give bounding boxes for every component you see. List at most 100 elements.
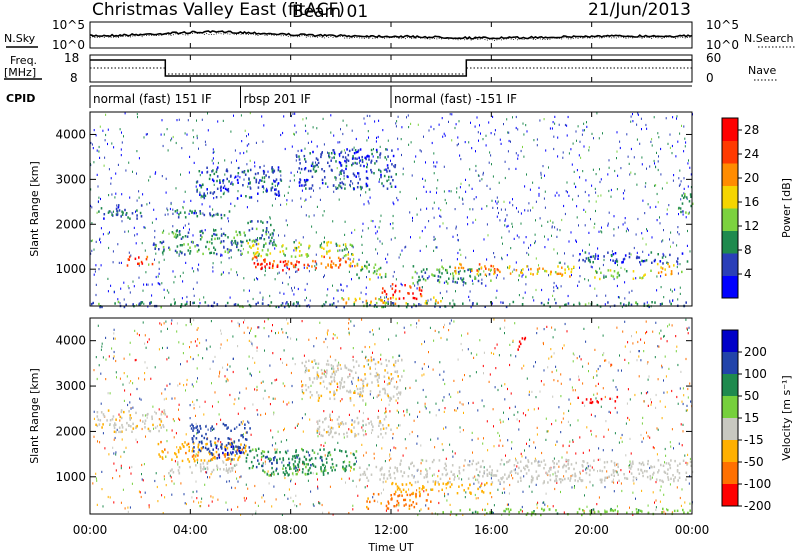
speckle-cell — [460, 342, 462, 346]
scatter-cell — [254, 448, 257, 451]
speckle-cell — [154, 410, 156, 413]
speckle-cell — [417, 435, 419, 438]
speckle-cell — [533, 139, 535, 142]
speckle-cell — [269, 403, 271, 406]
scatter-cell — [144, 422, 146, 425]
scatter-cell — [250, 246, 252, 249]
scatter-cell — [125, 303, 127, 306]
speckle-cell — [301, 189, 303, 192]
scatter-cell — [323, 448, 325, 451]
speckle-cell — [486, 258, 488, 261]
scatter-cell — [162, 245, 165, 249]
speckle-cell — [535, 396, 537, 399]
speckle-cell — [422, 459, 424, 462]
speckle-cell — [361, 235, 363, 238]
speckle-cell — [658, 155, 659, 158]
speckle-cell — [570, 402, 572, 405]
speckle-cell — [563, 511, 565, 514]
scatter-cell — [346, 148, 348, 151]
speckle-cell — [596, 374, 598, 377]
scatter-cell — [142, 420, 144, 423]
speckle-cell — [594, 287, 596, 290]
scatter-cell — [599, 305, 602, 308]
scatter-cell — [357, 181, 359, 185]
scatter-cell — [282, 467, 284, 470]
scatter-cell — [269, 262, 271, 266]
scatter-cell — [661, 267, 664, 270]
speckle-cell — [351, 231, 353, 234]
scatter-cell — [296, 456, 298, 459]
scatter-cell — [136, 214, 138, 217]
speckle-cell — [607, 476, 609, 479]
scatter-cell — [311, 265, 313, 268]
speckle-cell — [400, 138, 402, 141]
scatter-cell — [445, 473, 447, 477]
scatter-cell — [301, 184, 303, 187]
scatter-cell — [463, 281, 465, 284]
speckle-cell — [237, 190, 239, 193]
scatter-cell — [230, 249, 232, 252]
speckle-cell — [682, 423, 684, 426]
speckle-cell — [504, 326, 506, 329]
scatter-cell — [670, 477, 672, 480]
scatter-cell — [651, 301, 653, 304]
scatter-cell — [445, 464, 447, 468]
scatter-cell — [647, 459, 649, 463]
speckle-cell — [586, 125, 588, 128]
speckle-cell — [243, 178, 245, 181]
scatter-cell — [224, 453, 226, 456]
scatter-cell — [277, 166, 280, 169]
scatter-cell — [329, 453, 332, 457]
scatter-cell — [132, 422, 134, 425]
speckle-cell — [606, 470, 608, 473]
speckle-cell — [314, 265, 316, 268]
scatter-cell — [369, 278, 371, 281]
scatter-cell — [138, 256, 140, 259]
scatter-cell — [628, 301, 630, 305]
speckle-cell — [636, 183, 638, 186]
speckle-cell — [122, 488, 124, 491]
speckle-cell — [610, 188, 612, 192]
scatter-cell — [215, 170, 218, 174]
speckle-cell — [410, 236, 411, 239]
speckle-cell — [582, 170, 584, 173]
scatter-cell — [271, 466, 273, 470]
scatter-cell — [488, 273, 491, 276]
speckle-cell — [482, 171, 484, 174]
speckle-cell — [508, 503, 509, 506]
scatter-cell — [390, 175, 393, 179]
speckle-cell — [560, 373, 562, 376]
scatter-cell — [248, 467, 251, 470]
speckle-cell — [393, 270, 395, 274]
scatter-cell — [389, 466, 391, 470]
speckle-cell — [219, 347, 221, 350]
speckle-cell — [556, 252, 558, 255]
scatter-cell — [211, 242, 213, 245]
speckle-cell — [289, 179, 291, 182]
speckle-cell — [193, 270, 195, 273]
speckle-cell — [686, 197, 688, 200]
speckle-cell — [677, 263, 679, 266]
scatter-cell — [206, 166, 208, 169]
speckle-cell — [226, 368, 228, 371]
scatter-cell — [198, 430, 200, 433]
speckle-cell — [373, 148, 374, 151]
scatter-cell — [366, 165, 368, 169]
scatter-cell — [339, 258, 342, 261]
scatter-cell — [508, 266, 510, 270]
speckle-cell — [474, 275, 476, 278]
speckle-cell — [252, 357, 254, 360]
speckle-cell — [145, 271, 147, 274]
speckle-cell — [178, 341, 180, 344]
speckle-cell — [587, 279, 589, 282]
scatter-cell — [184, 441, 186, 444]
speckle-cell — [547, 505, 549, 508]
scatter-cell — [569, 477, 572, 480]
speckle-cell — [544, 235, 545, 238]
scatter-cell — [202, 252, 204, 256]
speckle-cell — [344, 183, 346, 186]
scatter-cell — [257, 242, 260, 246]
speckle-cell — [436, 191, 437, 194]
scatter-cell — [175, 236, 177, 239]
speckle-cell — [142, 193, 144, 196]
